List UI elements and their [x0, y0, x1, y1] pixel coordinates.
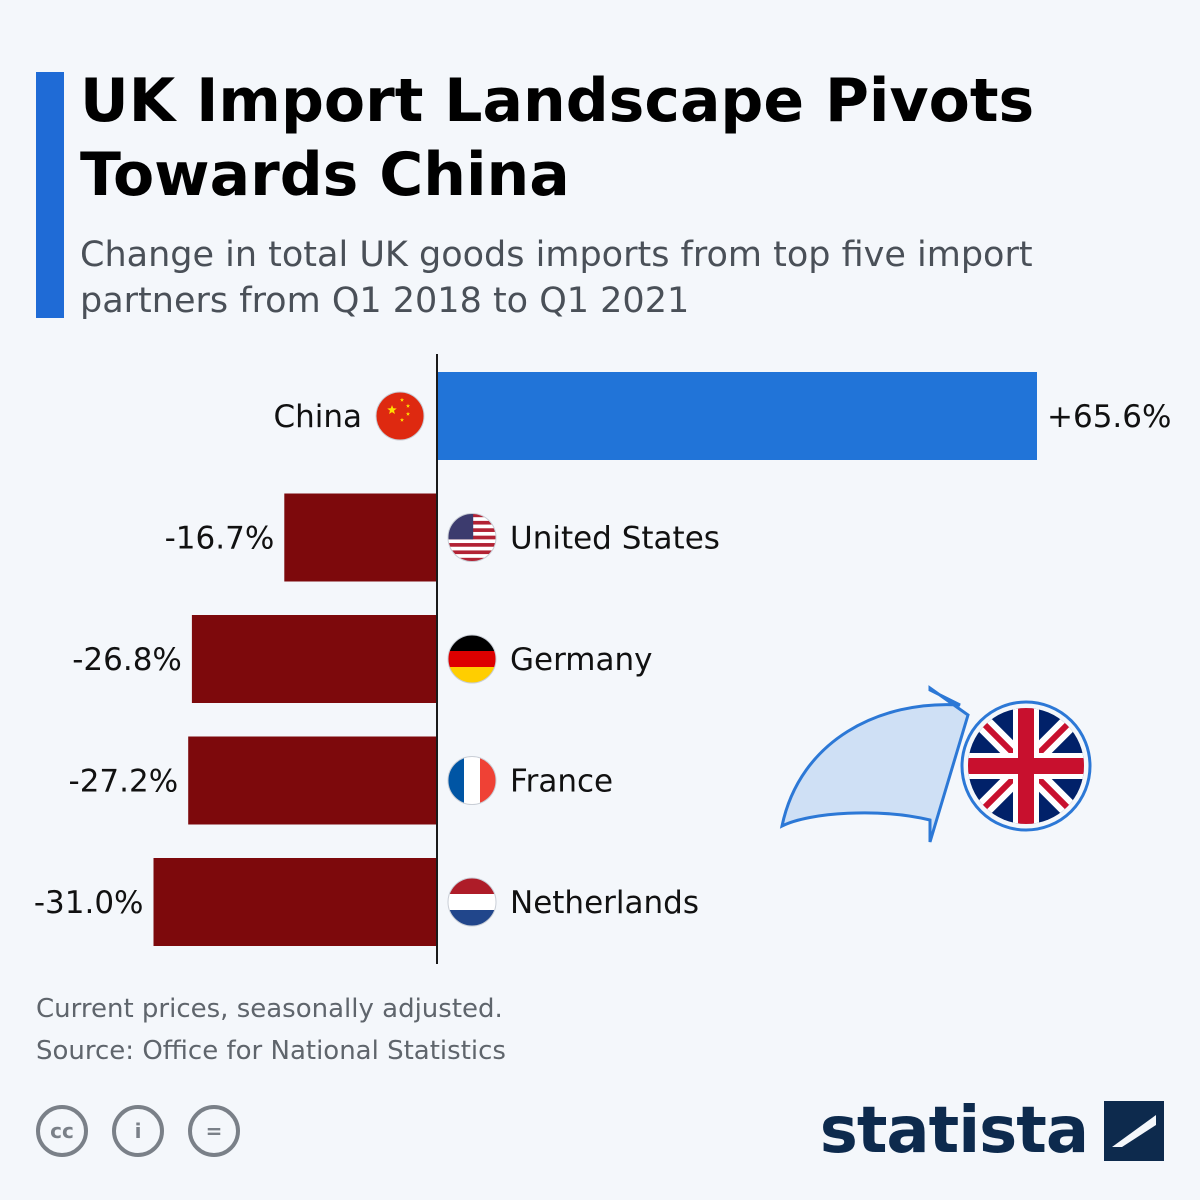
bar-germany	[191, 615, 437, 703]
china-flag-icon	[375, 391, 425, 441]
bar-netherlands	[153, 858, 437, 946]
bar-china	[437, 372, 1037, 460]
statista-logo-icon	[1104, 1101, 1164, 1161]
value-label-germany: -26.8%	[72, 642, 182, 678]
uk-flag-icon	[960, 700, 1092, 832]
bar-united-states	[284, 493, 437, 582]
value-label-china: +65.6%	[1047, 399, 1171, 435]
category-label-china: China	[273, 399, 362, 435]
title-accent-bar	[36, 72, 64, 318]
footnote: Current prices, seasonally adjusted. Sou…	[36, 988, 506, 1072]
value-label-france: -27.2%	[69, 764, 179, 800]
value-label-netherlands: -31.0%	[34, 885, 144, 921]
category-label-france: France	[510, 764, 613, 800]
netherlands-flag-icon	[447, 877, 497, 927]
category-label-germany: Germany	[510, 642, 652, 678]
statista-logo[interactable]: statista	[820, 1096, 1164, 1166]
category-label-united-states: United States	[510, 521, 720, 557]
france-flag-icon	[447, 756, 497, 805]
germany-flag-icon	[447, 634, 497, 684]
license-icons: cc i =	[36, 1105, 240, 1157]
category-label-netherlands: Netherlands	[510, 885, 699, 921]
usa-flag-icon	[447, 513, 497, 562]
footnote-note: Current prices, seasonally adjusted.	[36, 994, 503, 1024]
chart-subtitle: Change in total UK goods imports from to…	[80, 235, 1033, 321]
statista-logo-text: statista	[819, 1094, 1089, 1168]
arrow-to-uk-icon	[779, 685, 970, 843]
chart-title: UK Import Landscape Pivots Towards China	[80, 66, 1035, 210]
creative-commons-icon[interactable]: cc	[36, 1105, 88, 1157]
no-derivatives-icon[interactable]: =	[188, 1105, 240, 1157]
value-label-united-states: -16.7%	[165, 521, 275, 557]
bar-chart: +65.6% China -16.7% United States -26.8% Germ…	[34, 354, 1171, 964]
footnote-source: Source: Office for National Statistics	[36, 1036, 506, 1066]
attribution-icon[interactable]: i	[112, 1105, 164, 1157]
bar-france	[188, 736, 437, 825]
